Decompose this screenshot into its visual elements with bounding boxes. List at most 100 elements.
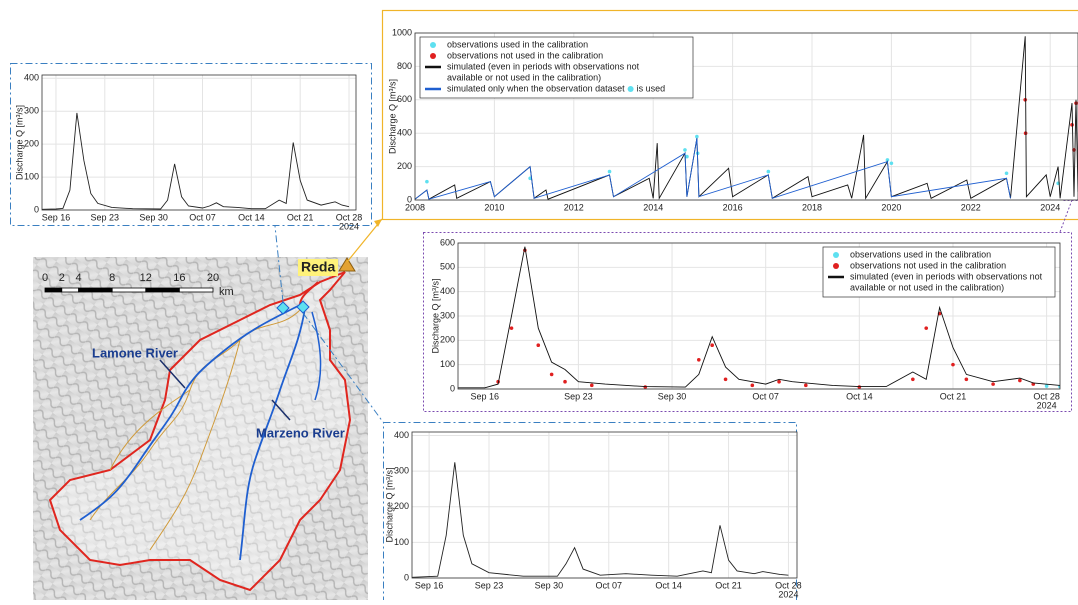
legend-marker xyxy=(430,53,436,59)
data-point xyxy=(911,377,915,381)
data-point xyxy=(965,377,969,381)
y-tick-label: 100 xyxy=(394,537,409,547)
figure: Reda Lamone River Marzeno River km 02481… xyxy=(0,0,1078,600)
y-tick-label: 0 xyxy=(404,572,409,582)
legend-label: observations used in the calibration xyxy=(850,249,991,259)
x-year-label: 2024 xyxy=(778,589,798,599)
legend-label: available or not used in the calibration… xyxy=(850,282,1004,292)
x-year-label: 2024 xyxy=(1037,400,1057,410)
x-tick-label: 2008 xyxy=(405,202,425,212)
connector xyxy=(1060,200,1072,232)
y-tick-label: 1000 xyxy=(392,27,412,37)
connector-arrow xyxy=(374,219,382,227)
data-point xyxy=(536,343,540,347)
y-tick-label: 100 xyxy=(24,171,39,181)
y-axis-label: Discharge Q [m³/s] xyxy=(387,79,397,154)
legend-label: simulated (even in periods with observat… xyxy=(447,61,640,71)
scale-segment xyxy=(45,288,62,292)
data-point xyxy=(695,135,699,139)
x-tick-label: Sep 16 xyxy=(470,391,499,401)
x-tick-label: Sep 30 xyxy=(535,580,564,590)
data-point xyxy=(550,373,554,377)
legend-marker xyxy=(833,263,839,269)
x-tick-label: 2020 xyxy=(881,202,901,212)
data-point xyxy=(1005,171,1009,175)
scale-segment xyxy=(79,288,113,292)
data-point xyxy=(710,343,714,347)
scale-segment xyxy=(112,288,146,292)
river-label: Marzeno River xyxy=(256,425,345,440)
y-tick-label: 200 xyxy=(440,335,455,345)
x-tick-label: Sep 23 xyxy=(475,580,504,590)
scale-label: 16 xyxy=(173,272,185,284)
data-point xyxy=(563,380,567,384)
legend-label: simulated (even in periods with observat… xyxy=(850,271,1043,281)
page: Reda Lamone River Marzeno River km 02481… xyxy=(0,0,1078,605)
x-year-label: 2024 xyxy=(339,221,359,231)
scale-label: 8 xyxy=(109,272,115,284)
scale-unit: km xyxy=(219,286,234,298)
scale-label: 12 xyxy=(140,272,152,284)
x-tick-label: Sep 23 xyxy=(564,391,593,401)
y-axis-label: Discharge Q [m³/s] xyxy=(384,467,394,542)
y-tick-label: 500 xyxy=(440,262,455,272)
x-tick-label: Oct 14 xyxy=(846,391,873,401)
data-point xyxy=(951,363,955,367)
legend-label: observations not used in the calibration xyxy=(447,50,603,60)
data-point xyxy=(751,384,755,388)
data-point xyxy=(1023,98,1027,102)
legend-marker xyxy=(430,42,436,48)
data-point xyxy=(804,384,808,388)
legend: observations used in the calibrationobse… xyxy=(823,247,1055,297)
data-point xyxy=(683,148,687,152)
scale-label: 20 xyxy=(207,272,219,284)
scale-segment xyxy=(62,288,79,292)
data-point xyxy=(697,358,701,362)
x-tick-label: Oct 21 xyxy=(287,212,314,222)
river-label: Lamone River xyxy=(92,345,178,360)
x-tick-label: Sep 30 xyxy=(658,391,687,401)
scale-label: 4 xyxy=(76,272,82,284)
legend-label: simulated only when the observation data… xyxy=(447,83,625,93)
x-tick-label: Sep 30 xyxy=(139,212,168,222)
data-point xyxy=(685,155,689,159)
legend-label: observations not used in the calibration xyxy=(850,260,1006,270)
y-tick-label: 200 xyxy=(397,161,412,171)
x-tick-label: Oct 21 xyxy=(715,580,742,590)
data-point xyxy=(608,170,612,174)
x-tick-label: Oct 07 xyxy=(596,580,623,590)
x-tick-label: Sep 16 xyxy=(415,580,444,590)
x-tick-label: Oct 07 xyxy=(752,391,779,401)
legend-label: is used xyxy=(637,83,666,93)
data-point xyxy=(1018,379,1022,383)
x-tick-label: 2022 xyxy=(961,202,981,212)
data-point xyxy=(777,380,781,384)
data-point xyxy=(890,161,894,165)
x-tick-label: 2024 xyxy=(1040,202,1060,212)
data-point xyxy=(991,382,995,386)
x-tick-label: Oct 21 xyxy=(940,391,967,401)
y-tick-label: 200 xyxy=(394,501,409,511)
scale-label: 2 xyxy=(59,272,65,284)
y-tick-label: 400 xyxy=(397,128,412,138)
y-tick-label: 400 xyxy=(24,73,39,83)
y-tick-label: 400 xyxy=(440,286,455,296)
data-point xyxy=(924,326,928,330)
x-tick-label: Oct 14 xyxy=(238,212,265,222)
y-tick-label: 300 xyxy=(394,466,409,476)
legend-inline-marker xyxy=(628,86,634,92)
x-tick-label: 2018 xyxy=(802,202,822,212)
x-tick-label: Oct 07 xyxy=(189,212,216,222)
y-tick-label: 100 xyxy=(440,359,455,369)
x-tick-label: 2014 xyxy=(643,202,663,212)
y-tick-label: 300 xyxy=(440,310,455,320)
scale-label: 0 xyxy=(42,272,48,284)
legend-marker xyxy=(833,252,839,258)
x-tick-label: Sep 23 xyxy=(91,212,120,222)
y-tick-label: 200 xyxy=(24,139,39,149)
data-point xyxy=(858,385,862,389)
